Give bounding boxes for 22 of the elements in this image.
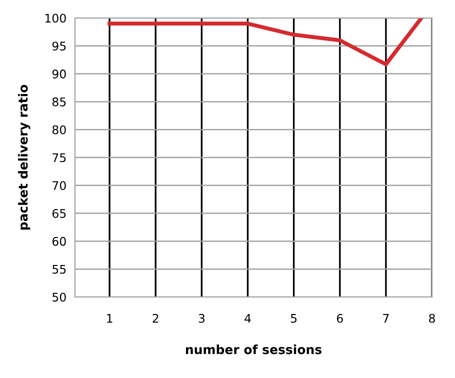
y-tick-label: 95 xyxy=(52,42,66,51)
y-tick-label: 60 xyxy=(52,236,66,246)
y-axis-title: packet delivery ratio xyxy=(18,84,30,230)
x-tick-label: 5 xyxy=(290,314,297,323)
y-tick-label: 85 xyxy=(52,97,66,106)
y-tick-label: 80 xyxy=(52,125,66,134)
x-tick-label: 8 xyxy=(429,314,435,323)
x-tick-label: 1 xyxy=(107,314,112,323)
y-tick-label: 75 xyxy=(52,153,66,162)
y-tick-label: 50 xyxy=(52,292,66,302)
x-tick-label: 3 xyxy=(198,314,204,323)
x-tick-label: 6 xyxy=(336,314,343,323)
y-tick-label: 55 xyxy=(52,264,66,274)
x-tick-label: 2 xyxy=(152,314,158,323)
y-tick-label: 90 xyxy=(52,70,66,78)
y-tick-label: 65 xyxy=(52,209,66,218)
x-tick-label: 7 xyxy=(383,314,389,323)
line-series xyxy=(108,18,424,66)
y-tick-label: 100 xyxy=(45,14,66,23)
x-axis-title: number of sessions xyxy=(186,344,322,354)
x-tick-label: 4 xyxy=(244,314,251,323)
y-tick-label: 70 xyxy=(52,181,66,190)
